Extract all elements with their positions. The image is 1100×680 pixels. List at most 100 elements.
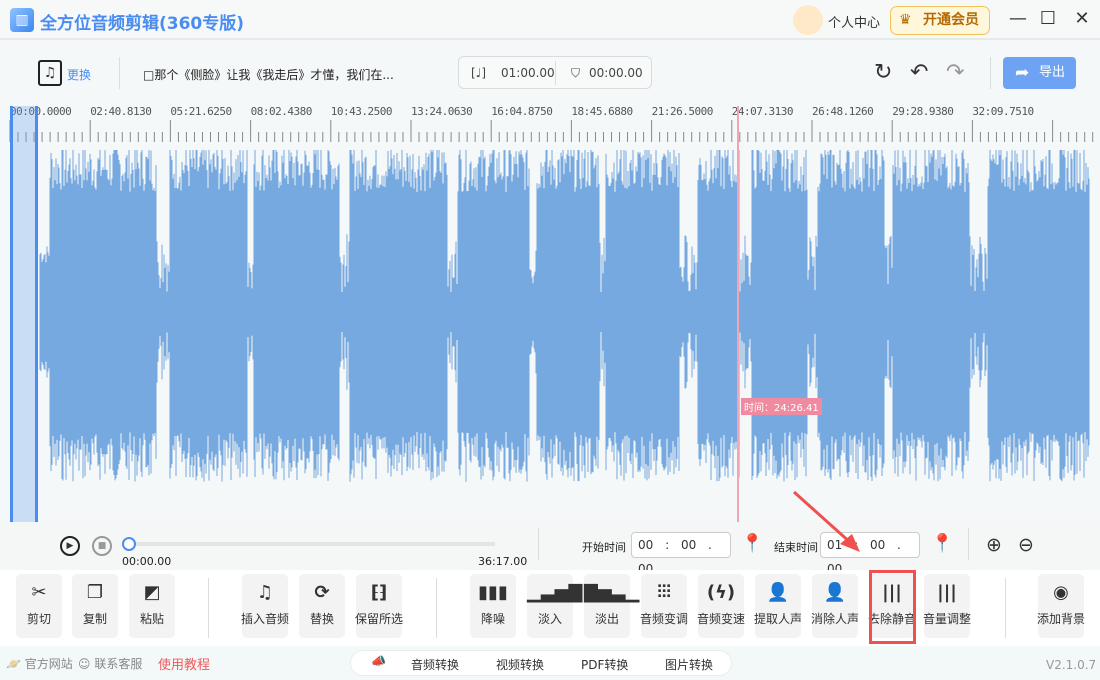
extract-vocal-icon: 👤 [766,582,790,603]
waveform-icon: ▥ [10,8,34,32]
user-center-link[interactable]: 个人中心 [828,16,881,31]
image-convert-link[interactable]: 图片转换 [665,658,714,672]
ruler-label: 00:00.0000 [10,105,72,118]
share-icon: ➦ [1015,63,1030,83]
title-bar: ▥ 全方位音频剪辑(360专版) 个人中心 ♛ 开通会员 — ☐ ✕ [0,0,1100,40]
ruler-label: 24:07.3130 [731,105,794,118]
avatar[interactable] [793,5,823,35]
stop-button[interactable]: ■ [92,536,112,556]
smile-icon: ☺ [78,657,91,671]
tool-speed[interactable]: (ϟ) 音频变速 [697,574,745,638]
start-time-label: 开始时间 [582,541,626,554]
music-file-icon[interactable]: ♫ [38,60,62,86]
tool-fade-out[interactable]: ▇▅▃▁ 淡出 [584,574,639,638]
tool-label: 去除静音 [867,612,916,626]
footer: 🪐 官方网站 ☺ 联系客服 使用教程 📣 音频转换 视频转换 PDF转换 图片转… [0,646,1100,680]
divider [119,57,120,89]
progress-slider[interactable] [129,542,495,546]
tool-add-background[interactable]: ◉ 添加背景 [1037,574,1085,638]
tool-fade-in[interactable]: ▁▃▅▇ 淡入 [527,574,583,638]
current-time: 00:00.00 [122,555,172,568]
tool-label: 音量调整 [922,612,971,626]
divider [1005,578,1006,638]
tool-paste[interactable]: ◩ 粘贴 [129,574,175,638]
refresh-icon[interactable]: ↻ [874,60,893,85]
maximize-button[interactable]: ☐ [1039,8,1057,29]
tool-label: 粘贴 [139,612,164,626]
ruler-label: 02:40.8130 [90,105,152,118]
minimize-button[interactable]: — [1009,8,1027,29]
end-time-input[interactable]: 01 : 00 . 00 [820,532,920,576]
tool-label: 保留所选 [354,612,403,626]
start-time-input[interactable]: 00 : 00 . 00 [631,532,731,576]
pitch-icon: ⫶⫶⫶ [657,582,671,603]
tool-remove-vocal[interactable]: 👤 消除人声 [811,574,859,638]
conversion-bar: 📣 音频转换 视频转换 PDF转换 图片转换 [350,650,732,676]
divider [436,578,437,638]
divider [990,57,991,89]
progress-knob[interactable] [122,537,136,551]
fade-in-icon: ▁▃▅▇ [527,582,583,603]
tutorial-link[interactable]: 使用教程 [158,658,211,673]
tool-label: 剪切 [26,612,51,626]
playhead[interactable] [737,106,739,522]
tool-label: 插入音频 [240,612,289,626]
scissors-icon: ✂ [31,582,47,603]
waveform-path [39,142,1090,482]
keep-selection-icon: ⁅⁆ [370,582,388,603]
tool-denoise[interactable]: ▮▮▮ 降噪 [470,574,516,638]
copy-icon: ❐ [86,582,104,603]
replace-icon: ⟳ [314,582,330,603]
marker-icon: ⛉ [571,66,581,80]
megaphone-icon: 📣 [371,654,386,668]
timeline-ruler[interactable]: 00:00.0000 02:40.8130 05:21.6250 08:02.4380… [0,102,1100,150]
change-file-button[interactable]: 更换 [67,68,92,82]
tool-remove-silence[interactable]: ||| 去除静音 [868,574,916,638]
tool-extract-vocal[interactable]: 👤 提取人声 [754,574,802,638]
ruler-label: 05:21.6250 [170,105,232,118]
total-time: 36:17.00 [478,555,528,568]
divider [208,578,209,638]
volume-icon: ||| [937,582,957,603]
website-link[interactable]: 🪐 官方网站 [6,657,73,671]
tool-pitch[interactable]: ⫶⫶⫶ 音频变调 [640,574,688,638]
add-background-icon: ◉ [1053,582,1069,603]
pdf-convert-link[interactable]: PDF转换 [581,658,629,672]
export-button[interactable]: ➦ 导出 [1003,57,1076,89]
tool-keep-selection[interactable]: ⁅⁆ 保留所选 [355,574,403,638]
file-toolbar: ♫ 更换 □那个《侧脸》让我《我走后》才懂，我们在... [♩] 01:00.0… [0,42,1100,102]
tool-copy[interactable]: ❐ 复制 [72,574,118,638]
highlight-box [869,570,916,644]
tool-label: 淡出 [594,612,619,626]
audio-convert-link[interactable]: 音频转换 [411,658,460,672]
tool-volume[interactable]: ||| 音量调整 [923,574,971,638]
speed-icon: (ϟ) [706,582,736,603]
tool-insert-audio[interactable]: ♫ 插入音频 [241,574,289,638]
play-button[interactable]: ▶ [60,536,80,556]
redo-icon[interactable]: ↷ [946,60,965,85]
tool-scissors[interactable]: ✂ 剪切 [16,574,62,638]
vip-button[interactable]: ♛ 开通会员 [890,6,990,35]
start-pin-icon[interactable]: 📍 [741,533,764,554]
tool-replace[interactable]: ⟳ 替换 [299,574,345,638]
edit-tools: ✂ 剪切 ❐ 复制 ◩ 粘贴 ♫ 插入音频 ⟳ 替换 ⁅⁆ 保留所选 ▮▮▮ 降噪 ▁▃▅▇ 淡入 ▇▅▃▁ 淡出… [0,570,1100,646]
support-link[interactable]: ☺ 联系客服 [78,657,143,671]
ruler-label: 08:02.4380 [250,105,313,118]
ruler-ticks [9,120,1094,142]
close-button[interactable]: ✕ [1074,8,1090,29]
ruler-label: 32:09.7510 [972,105,1034,118]
selection-region[interactable] [10,106,38,522]
zoom-out-icon[interactable]: ⊖ [1018,534,1034,556]
waveform[interactable] [0,142,1100,522]
remove-silence-icon: ||| [882,582,902,603]
tool-label: 降噪 [480,612,505,626]
ruler-label: 26:48.1260 [812,105,874,118]
ruler-label: 16:04.8750 [491,105,553,118]
end-pin-icon[interactable]: 📍 [931,533,954,554]
video-convert-link[interactable]: 视频转换 [496,658,545,672]
zoom-in-icon[interactable]: ⊕ [986,534,1002,556]
tool-label: 消除人声 [810,612,859,626]
tool-label: 音频变速 [696,612,745,626]
undo-icon[interactable]: ↶ [910,60,929,85]
waveform-graph [39,142,1090,482]
